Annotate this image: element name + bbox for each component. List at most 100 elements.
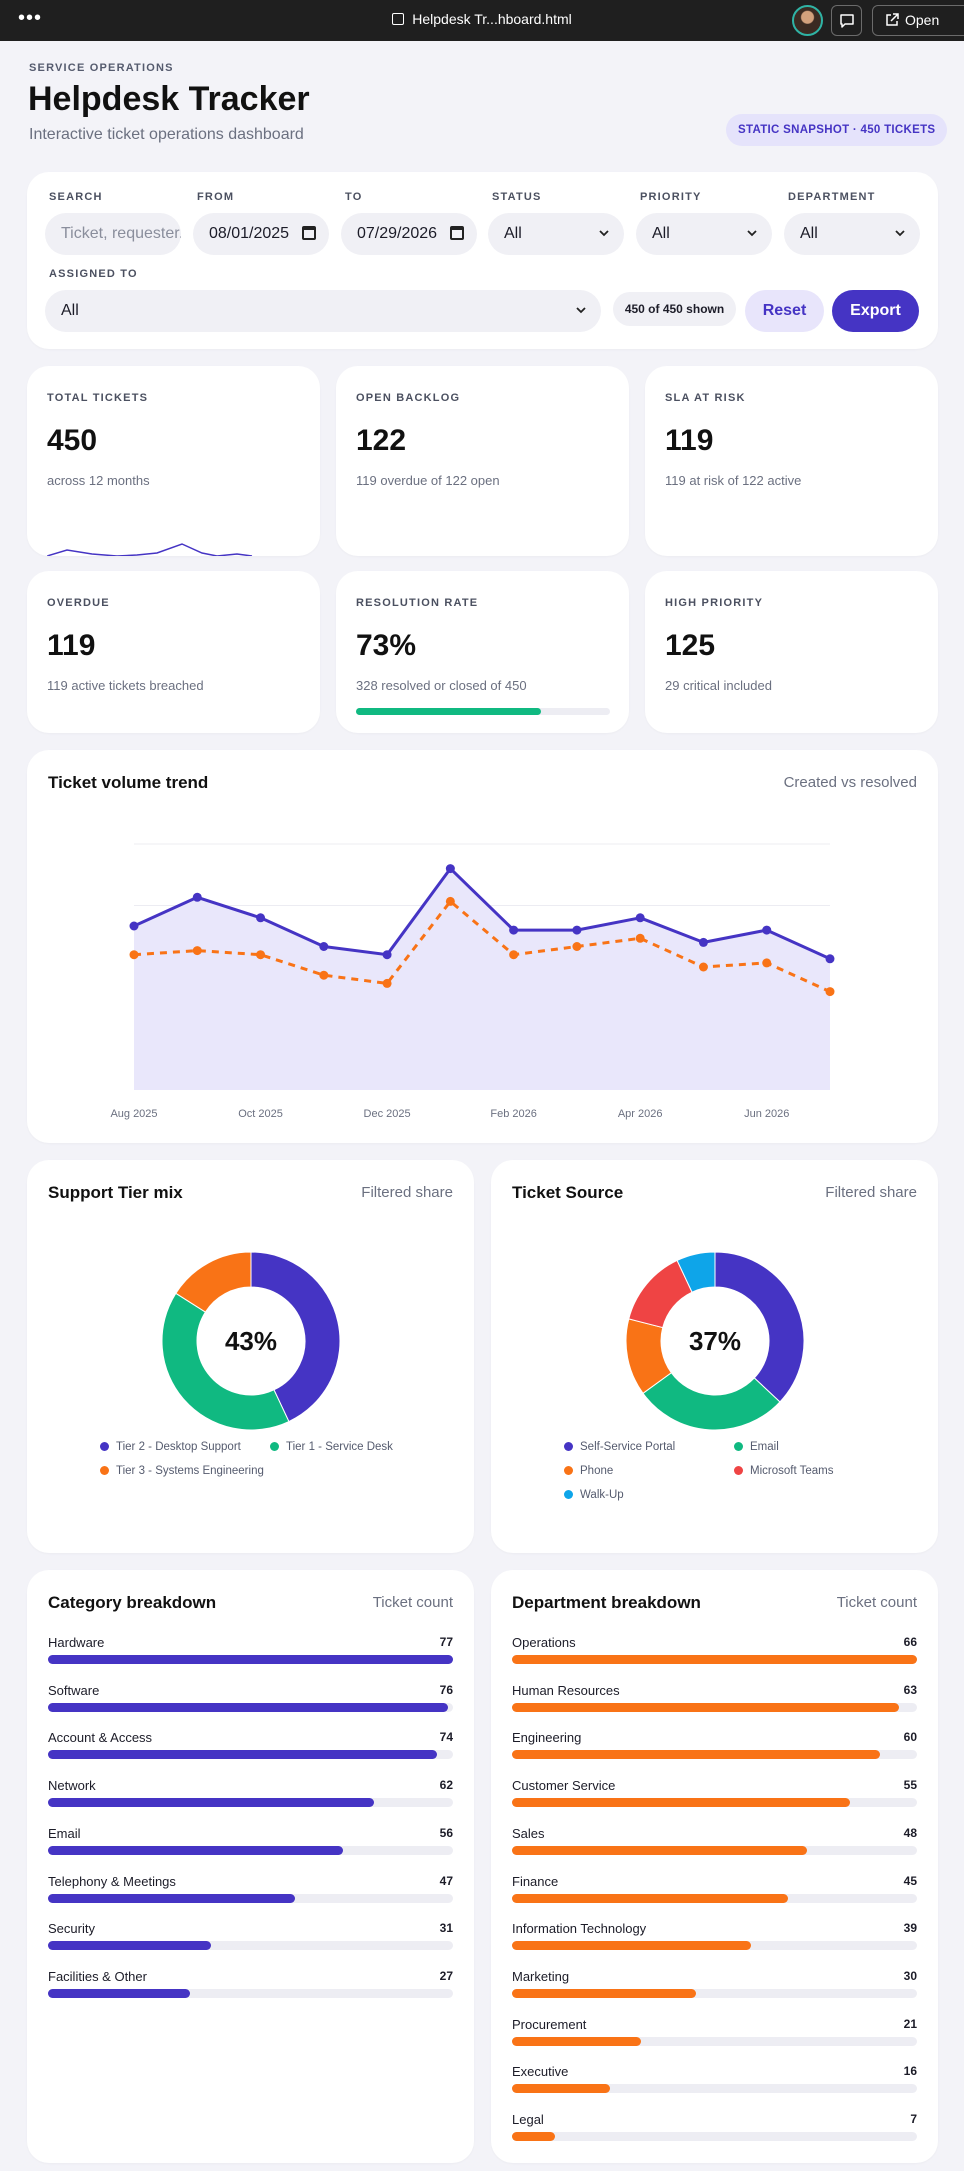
- legend-item: Self-Service Portal: [564, 1441, 675, 1453]
- breakdown-value: 47: [439, 1873, 453, 1888]
- resolved-point[interactable]: [825, 987, 835, 997]
- export-button[interactable]: Export: [832, 290, 919, 332]
- breakdown-track: [48, 1893, 453, 1903]
- breakdown-row: Telephony & Meetings 47: [48, 1874, 453, 1914]
- file-icon: [392, 13, 405, 25]
- breakdown-row: Email 56: [48, 1826, 453, 1866]
- legend-label: Walk-Up: [580, 1489, 624, 1501]
- breakdown-bar: [48, 1750, 438, 1760]
- x-tick-label: Aug 2025: [110, 1108, 157, 1120]
- open-button[interactable]: Open: [872, 5, 964, 36]
- kpi-value: 450: [47, 424, 98, 457]
- donut-slice[interactable]: [161, 1292, 290, 1431]
- created-point[interactable]: [509, 925, 519, 935]
- kpi-subtext: 119 at risk of 122 active: [665, 473, 802, 488]
- donut-slice[interactable]: [250, 1251, 341, 1423]
- resolved-point[interactable]: [382, 978, 392, 988]
- calendar-icon[interactable]: [450, 226, 464, 240]
- assigned-to-select[interactable]: All: [45, 290, 601, 332]
- legend-item: Phone: [564, 1465, 613, 1477]
- breakdown-label: Network: [48, 1778, 96, 1794]
- comment-button[interactable]: [831, 5, 862, 36]
- resolved-point[interactable]: [698, 962, 708, 972]
- breakdown-bar: [512, 1798, 850, 1808]
- avatar[interactable]: [792, 5, 823, 36]
- breakdown-track: [512, 1750, 917, 1760]
- breakdown-value: 56: [439, 1825, 453, 1840]
- resolved-point[interactable]: [572, 942, 582, 951]
- kpi-label: HIGH PRIORITY: [665, 597, 764, 609]
- breakdown-value: 66: [903, 1635, 917, 1649]
- breakdown-row: Operations 66: [512, 1635, 917, 1675]
- comment-icon: [840, 14, 854, 28]
- x-tick-label: Apr 2026: [618, 1108, 663, 1120]
- resolved-point[interactable]: [256, 950, 266, 960]
- donut-slice[interactable]: [676, 1251, 716, 1293]
- breakdown-value: 30: [903, 1968, 917, 1983]
- resolved-point[interactable]: [129, 950, 139, 960]
- breakdown-value: 45: [903, 1873, 917, 1888]
- resolved-point[interactable]: [319, 970, 329, 980]
- resolved-point[interactable]: [762, 958, 772, 968]
- created-point[interactable]: [129, 921, 139, 931]
- legend-dot: [564, 1442, 573, 1451]
- more-dots-icon[interactable]: •••: [18, 7, 43, 29]
- department-label: DEPARTMENT: [788, 191, 876, 203]
- created-point[interactable]: [256, 913, 266, 923]
- kpi-subtext: 119 overdue of 122 open: [356, 473, 500, 488]
- donut-slice[interactable]: [714, 1251, 805, 1403]
- legend-label: Tier 1 - Service Desk: [286, 1441, 393, 1453]
- priority-label: PRIORITY: [640, 191, 702, 203]
- breakdown-value: 27: [439, 1968, 453, 1983]
- breakdown-value: 60: [903, 1730, 917, 1745]
- kpi-card-high-priority: HIGH PRIORITY 125 29 critical included: [645, 571, 938, 733]
- kpi-subtext: 29 critical included: [665, 678, 772, 693]
- resolved-point[interactable]: [635, 933, 645, 943]
- legend-label: Phone: [580, 1465, 614, 1477]
- assigned-to-value: All: [61, 302, 79, 319]
- donut-slice[interactable]: [175, 1251, 252, 1313]
- to-date-input[interactable]: 07/29/2026: [341, 213, 477, 255]
- created-point[interactable]: [825, 954, 835, 964]
- search-input[interactable]: Ticket, requester...: [45, 213, 181, 255]
- breakdown-label: Executive: [512, 2064, 569, 2080]
- created-point[interactable]: [319, 942, 329, 951]
- legend-dot: [734, 1466, 743, 1475]
- created-point[interactable]: [382, 950, 392, 960]
- created-point[interactable]: [762, 925, 772, 935]
- status-value: All: [504, 225, 522, 242]
- legend-item: Walk-Up: [564, 1489, 624, 1501]
- reset-button[interactable]: Reset: [745, 290, 824, 332]
- kpi-label: TOTAL TICKETS: [47, 392, 149, 404]
- breakdown-bar: [512, 1750, 881, 1760]
- priority-select[interactable]: All: [636, 213, 772, 255]
- legend-item: Tier 1 - Service Desk: [270, 1441, 393, 1453]
- resolved-point[interactable]: [445, 896, 455, 906]
- breakdown-label: Information Technology: [512, 1921, 647, 1937]
- x-tick-label: Jun 2026: [744, 1108, 789, 1120]
- breakdown-track: [512, 1893, 917, 1903]
- created-point[interactable]: [698, 937, 708, 947]
- breakdown-track: [48, 1941, 453, 1951]
- donut-center-value: 43%: [225, 1326, 277, 1356]
- kpi-card-overdue: OVERDUE 119 119 active tickets breached: [27, 571, 320, 733]
- created-point[interactable]: [192, 892, 202, 902]
- kpi-label: RESOLUTION RATE: [356, 597, 479, 609]
- search-label: SEARCH: [49, 191, 103, 203]
- breakdown-row: Security 31: [48, 1921, 453, 1961]
- from-date-input[interactable]: 08/01/2025: [193, 213, 329, 255]
- status-select[interactable]: All: [488, 213, 624, 255]
- breakdown-track: [48, 1845, 453, 1855]
- resolved-point[interactable]: [509, 950, 519, 960]
- department-select[interactable]: All: [784, 213, 920, 255]
- legend-dot: [270, 1442, 279, 1451]
- resolved-point[interactable]: [192, 946, 202, 956]
- browser-tab-title: Helpdesk Tr...hboard.html: [0, 11, 964, 27]
- created-point[interactable]: [445, 864, 455, 874]
- created-point[interactable]: [572, 925, 582, 935]
- calendar-icon[interactable]: [302, 226, 316, 240]
- trend-chart: Aug 2025 Oct 2025 Dec 2025 Feb 2026 Apr 2026…: [110, 843, 835, 1120]
- created-point[interactable]: [635, 913, 645, 923]
- category-title: Category breakdown: [48, 1593, 217, 1612]
- breakdown-row: Procurement 21: [512, 2017, 917, 2057]
